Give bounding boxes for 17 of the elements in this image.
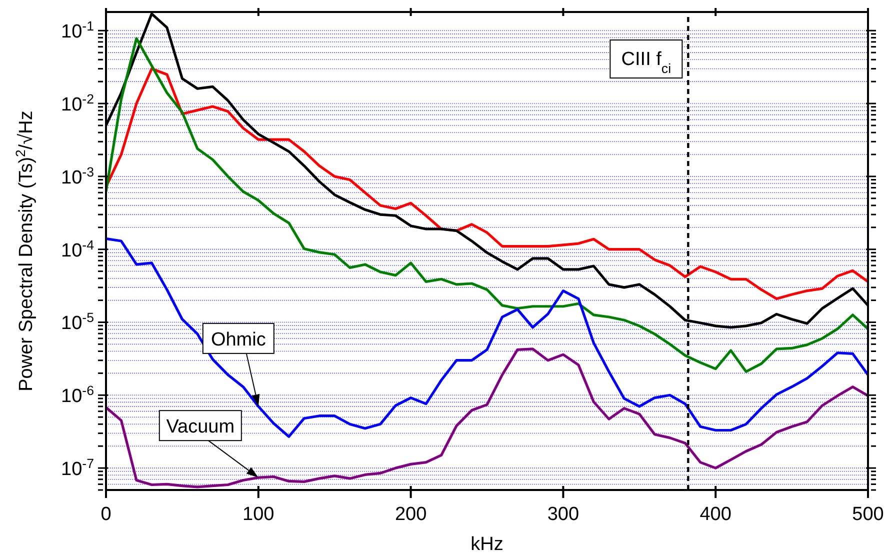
x-tick-label: 300 — [547, 504, 580, 525]
annotation: Vacuum — [166, 416, 235, 438]
y-tick-label: 10$^{-7}$ — [61, 456, 94, 480]
x-axis-title: kHz — [470, 534, 504, 555]
ref-line-label: CIII f$_{ci}$ — [621, 49, 672, 76]
y-tick-label: 10$^{-6}$ — [61, 382, 94, 408]
x-tick-label: 100 — [242, 504, 274, 525]
annotation: Ohmic — [210, 329, 266, 350]
y-tick-label: 10$^{-1}$ — [61, 18, 94, 43]
y-tick-label: 10$^{-4}$ — [61, 236, 94, 262]
y-tick-label: 10$^{-2}$ — [61, 91, 94, 116]
x-tick-label: 200 — [394, 504, 427, 525]
x-tick-label: 0 — [100, 504, 112, 525]
y-tick-label: 10$^{-3}$ — [61, 164, 94, 188]
x-tick-label: 400 — [700, 504, 732, 525]
x-tick-label: 500 — [852, 504, 884, 525]
y-tick-label: 10$^{-5}$ — [61, 310, 94, 334]
